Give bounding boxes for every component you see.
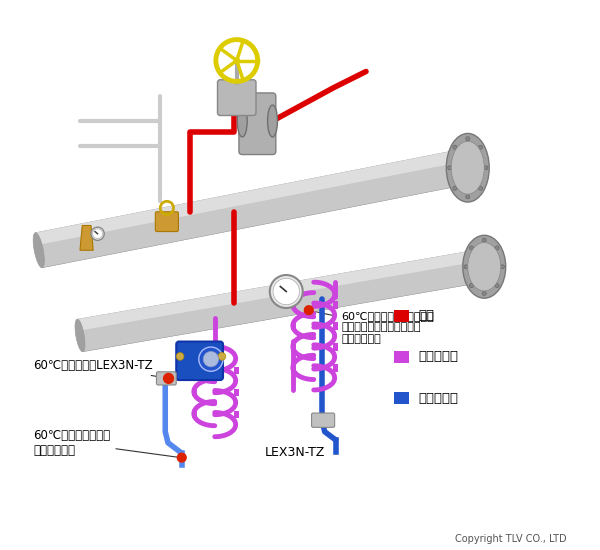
Ellipse shape	[468, 243, 501, 291]
Polygon shape	[80, 267, 479, 352]
Polygon shape	[77, 250, 479, 352]
Circle shape	[482, 238, 486, 242]
FancyBboxPatch shape	[394, 392, 409, 404]
Circle shape	[199, 347, 223, 371]
Circle shape	[466, 195, 470, 199]
Polygon shape	[77, 250, 475, 331]
Circle shape	[270, 275, 303, 308]
Circle shape	[218, 353, 226, 360]
Circle shape	[453, 145, 457, 149]
FancyBboxPatch shape	[155, 212, 178, 232]
Text: 60℃で設定したLEX3N-TZ: 60℃で設定したLEX3N-TZ	[33, 359, 164, 380]
FancyBboxPatch shape	[218, 80, 256, 116]
Circle shape	[495, 284, 499, 288]
Ellipse shape	[237, 105, 247, 137]
Ellipse shape	[33, 233, 44, 268]
Ellipse shape	[446, 134, 489, 202]
Circle shape	[500, 265, 505, 269]
Circle shape	[466, 137, 470, 141]
Circle shape	[164, 373, 173, 383]
Circle shape	[479, 186, 482, 190]
Text: 中温ドレン: 中温ドレン	[419, 392, 459, 405]
Circle shape	[495, 246, 499, 250]
Circle shape	[178, 453, 186, 462]
FancyBboxPatch shape	[311, 413, 335, 427]
Circle shape	[479, 145, 482, 149]
Circle shape	[234, 58, 239, 63]
Circle shape	[484, 166, 488, 170]
Circle shape	[91, 227, 104, 240]
Polygon shape	[35, 150, 463, 268]
Polygon shape	[39, 168, 463, 268]
Ellipse shape	[463, 235, 506, 298]
Ellipse shape	[451, 141, 484, 194]
Text: 60℃以下のドレンは
排出されます: 60℃以下のドレンは 排出されます	[33, 429, 178, 457]
Circle shape	[176, 353, 184, 360]
Text: 高温ドレン: 高温ドレン	[419, 350, 459, 364]
Ellipse shape	[268, 105, 277, 137]
Circle shape	[482, 292, 486, 295]
Polygon shape	[35, 150, 458, 245]
Circle shape	[203, 351, 218, 367]
Ellipse shape	[75, 319, 85, 352]
FancyBboxPatch shape	[394, 351, 409, 363]
Circle shape	[469, 246, 473, 250]
Text: Copyright TLV CO., LTD: Copyright TLV CO., LTD	[455, 535, 567, 544]
Text: 蒸気: 蒸気	[419, 309, 435, 322]
FancyBboxPatch shape	[176, 342, 223, 380]
Circle shape	[453, 186, 457, 190]
Circle shape	[464, 265, 468, 269]
Circle shape	[304, 306, 313, 315]
FancyBboxPatch shape	[239, 93, 276, 155]
Text: LEX3N-TZ: LEX3N-TZ	[264, 446, 325, 459]
Circle shape	[92, 229, 103, 239]
Text: 60℃以上のドレンは滞留し
トレース配管周りの機器と
熱交換します: 60℃以上のドレンは滞留し トレース配管周りの機器と 熱交換します	[311, 311, 434, 344]
FancyBboxPatch shape	[394, 310, 409, 322]
Circle shape	[448, 166, 452, 170]
FancyBboxPatch shape	[157, 372, 176, 385]
Polygon shape	[80, 226, 93, 250]
Circle shape	[469, 284, 473, 288]
Circle shape	[273, 278, 299, 305]
